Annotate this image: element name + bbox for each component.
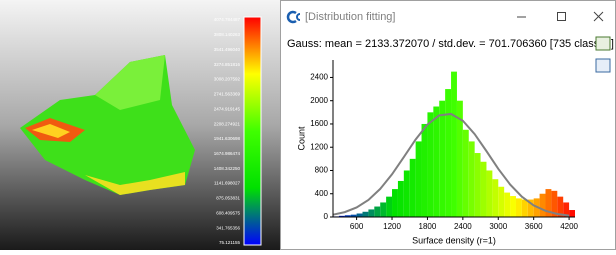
y-tick-label: 800 [315,166,329,175]
screen: 4074.784487 3808.140263 3541.496040 3274.85… [0,0,616,250]
scale-label: 875.053831 [216,196,240,201]
histogram-bar [416,141,422,217]
histogram-bar [540,194,546,217]
x-tick-label: 3000 [489,222,507,231]
x-tick-label: 4200 [560,222,578,231]
y-tick-label: 1200 [310,142,328,151]
scale-label: 341.765356 [216,225,240,230]
y-tick-label: 1600 [310,119,328,128]
histogram-bar [492,179,498,217]
histogram-bar [386,197,392,217]
histogram-bar [398,181,404,217]
histogram-bar [380,202,386,217]
scale-label: 1674.986474 [214,151,241,156]
histogram-bar [433,107,439,217]
dialog-title: [Distribution fitting] [305,11,395,23]
dialog: [Distribution fitting] Gauss: mean = 213… [281,1,616,250]
histogram-bar [439,101,445,217]
histogram-bar [516,198,522,217]
page: 4074.784487 3808.140263 3541.496040 3274.85… [0,0,616,250]
y-tick-label: 2400 [310,73,328,82]
scale-label: 2741.563369 [214,92,241,97]
histogram-bar [451,72,457,217]
color-scale-bar [244,17,261,245]
x-tick-label: 600 [350,222,364,231]
scale-label: 608.409575 [216,210,240,215]
histogram-bar [475,153,481,217]
scale-label: 3008.207592 [214,77,241,82]
scale-label: 75.121155 [219,240,240,245]
histogram-bar [374,207,380,217]
histogram-bar [363,212,369,217]
histogram-bar [404,170,410,217]
y-tick-label: 0 [324,212,329,221]
histogram-bar [463,130,469,217]
histogram-bar [486,170,492,217]
scale-label: 1141.698027 [214,181,240,186]
histogram-bar [445,89,451,217]
y-tick-label: 2000 [310,96,328,105]
x-tick-label: 2400 [454,222,472,231]
x-tick-label: 3600 [525,222,543,231]
fit-summary: Gauss: mean = 2133.372070 / std.dev. = 7… [287,38,614,50]
scale-label: 2474.919145 [214,106,241,111]
tool-button[interactable] [596,59,610,72]
histogram-bar [504,193,510,217]
histogram-bar [569,210,575,217]
histogram-bar [422,124,428,217]
scale-label: 3808.140263 [214,32,241,37]
scale-label: 2208.274921 [214,121,241,126]
scale-label: 1408.342250 [214,166,241,171]
scale-label: 3274.851816 [214,62,241,67]
x-axis-label: Surface density (r=1) [412,235,496,245]
histogram-bar [357,214,363,217]
histogram-bar [469,141,475,217]
x-tick-label: 1800 [419,222,437,231]
scale-label: 3541.496040 [214,47,241,52]
x-tick-label: 1200 [383,222,401,231]
scale-label: 4074.784487 [214,17,241,22]
scale-label: 1941.630698 [214,136,241,141]
histogram-bar [510,196,516,217]
histogram-bar [410,159,416,217]
histogram-bar [427,112,433,217]
export-button[interactable] [596,37,610,50]
y-tick-label: 400 [315,189,329,198]
histogram-bar [522,200,528,217]
histogram-bar [481,162,487,217]
histogram-bar [368,209,374,217]
histogram-bar [392,189,398,217]
y-axis-label: Count [296,126,306,151]
histogram-bar [498,187,504,217]
viewer-3d[interactable]: 4074.784487 3808.140263 3541.496040 3274.85… [0,0,280,250]
